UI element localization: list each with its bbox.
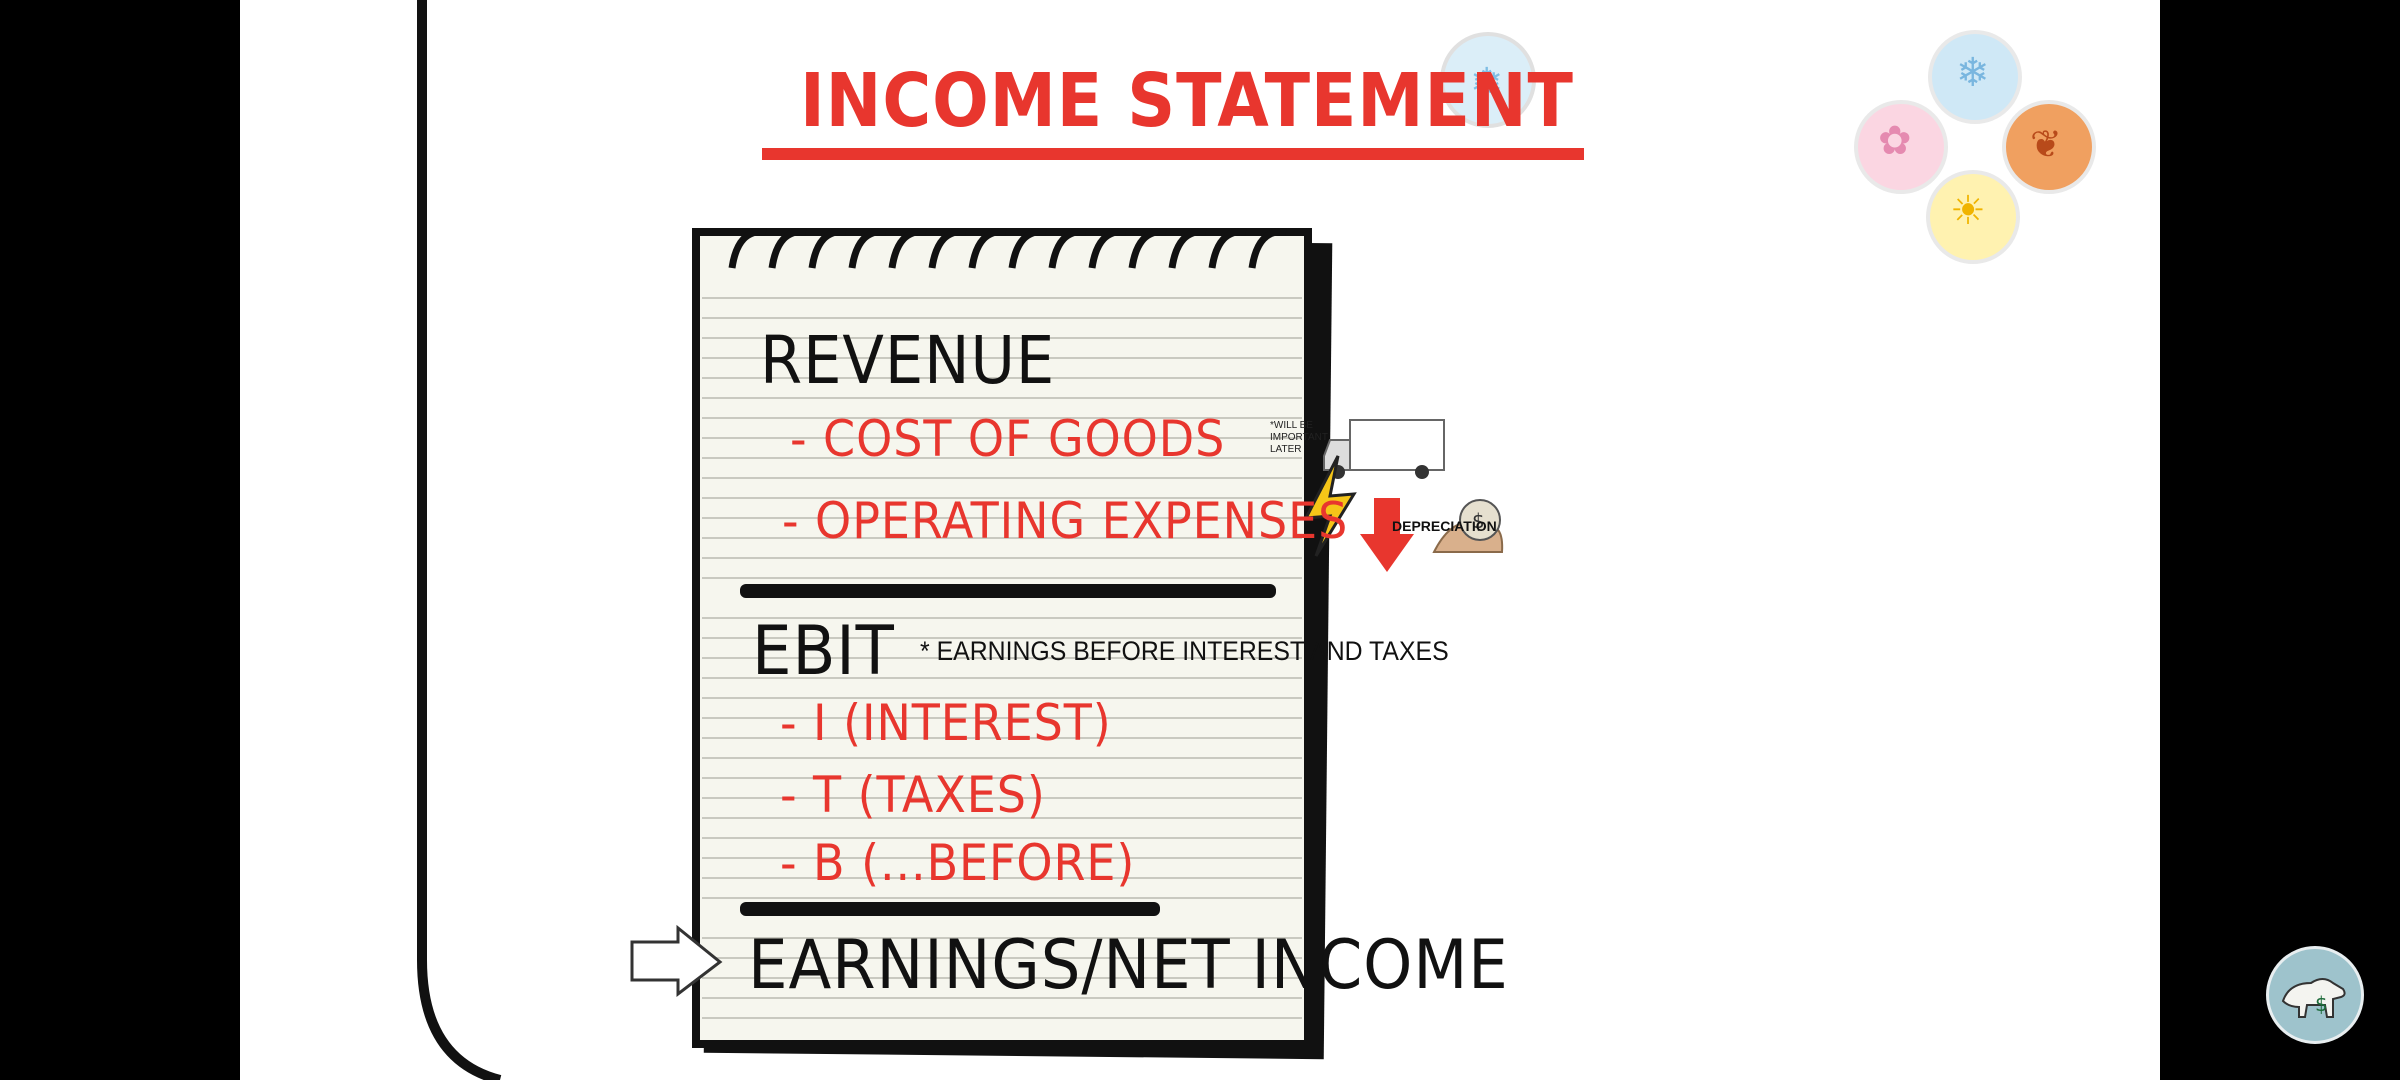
polar-bear-glyph: $	[2281, 978, 2346, 1018]
cost-note: *WILL BE IMPORTANT LATER	[1270, 420, 1328, 455]
notepad-illustration: $ ❄	[417, 0, 1536, 1080]
money-bag-hand-icon: $	[1432, 499, 1504, 553]
divider-1	[740, 584, 1276, 598]
title-underline	[762, 148, 1584, 160]
svg-text:❄: ❄	[1470, 60, 1504, 106]
video-frame: $ ❄ ❄ ❦ ☀ ✿ INCOME STATEMENT REVENUE - C…	[240, 0, 2160, 1080]
flower-glyph: ✿	[1878, 119, 1912, 163]
taxes-label: - T (TAXES)	[780, 766, 1046, 824]
depreciation-label: DEPRECIATION	[1392, 518, 1497, 534]
seasons-cycle-icon: ❄	[1440, 32, 1536, 128]
leaf-glyph: ❦	[2030, 124, 2062, 166]
lightning-icon	[1303, 455, 1357, 557]
snowflake-glyph: ❄	[1956, 51, 1990, 95]
ebit-definition: * EARNINGS BEFORE INTEREST AND TAXES	[920, 636, 1449, 666]
revenue-label: REVENUE	[760, 322, 1056, 399]
sun-glyph: ☀	[1950, 189, 1986, 233]
leaf-icon	[2002, 100, 2096, 194]
polar-bear-logo-icon[interactable]: $	[2266, 946, 2364, 1044]
flower-icon	[1854, 100, 1948, 194]
right-arrow-icon	[630, 924, 723, 998]
interest-label: - I (INTEREST)	[780, 694, 1112, 752]
delivery-truck-icon	[1323, 419, 1445, 479]
svg-text:$: $	[2315, 992, 2328, 1016]
before-label: - B (...BEFORE)	[780, 834, 1136, 892]
net-income-label: EARNINGS/NET INCOME	[748, 926, 1509, 1005]
operating-expenses-label: - OPERATING EXPENSES	[782, 492, 1349, 550]
snowflake-icon	[1928, 30, 2022, 124]
svg-text:$: $	[1472, 509, 1485, 533]
spiral-binding	[728, 228, 1287, 269]
down-arrow-icon	[1360, 498, 1414, 572]
sun-icon	[1926, 170, 2020, 264]
ebit-label: EBIT	[752, 612, 895, 691]
frame-curve-line	[417, 0, 502, 1080]
ruled-lines	[702, 297, 1302, 1019]
divider-2	[740, 902, 1160, 916]
snowflake-icon	[1440, 32, 1536, 128]
page-title: INCOME STATEMENT	[800, 58, 1574, 144]
cost-of-goods-label: - COST OF GOODS	[790, 410, 1226, 468]
